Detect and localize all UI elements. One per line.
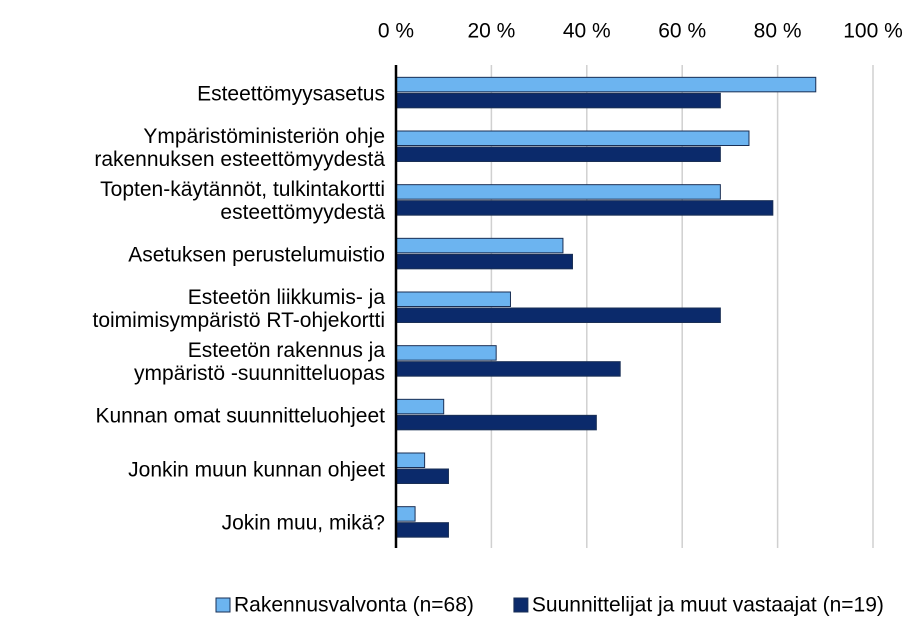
y-tick-label: Asetuksen perustelumuistio xyxy=(128,243,385,267)
y-tick-label: Jonkin muun kunnan ohjeet xyxy=(128,458,385,481)
bar xyxy=(395,345,497,361)
x-tick-label: 0 % xyxy=(378,20,414,43)
bar xyxy=(395,398,445,415)
bar xyxy=(395,307,721,323)
bar xyxy=(395,130,750,146)
y-tick-label: Topten-käytännöt, tulkintakortti esteett… xyxy=(100,178,385,225)
bar xyxy=(395,522,449,538)
x-tick-label: 100 % xyxy=(843,20,903,43)
y-tick-label: Ympäristöministeriön ohje rakennuksen es… xyxy=(94,124,385,171)
legend-label: Rakennusvalvonta (n=68) xyxy=(234,594,474,617)
bar xyxy=(395,468,449,484)
y-tick-label: Esteetön liikkumis- ja toimimisympäristö… xyxy=(92,285,385,332)
legend-label: Suunnittelijat ja muut vastaajat (n=19) xyxy=(532,594,884,617)
y-tick-label: Esteettömyysasetus xyxy=(197,82,385,106)
bar xyxy=(395,146,721,162)
bar xyxy=(395,253,573,270)
bar xyxy=(395,291,511,307)
y-tick-label: Jokin muu, mikä? xyxy=(221,511,385,535)
y-tick-label: Kunnan omat suunnitteluohjeet xyxy=(95,404,385,428)
bar xyxy=(395,92,721,109)
bar xyxy=(395,237,564,254)
bar xyxy=(395,76,817,93)
bar xyxy=(395,200,774,216)
bar xyxy=(395,361,621,377)
bar xyxy=(395,506,416,522)
bar xyxy=(395,452,426,468)
x-tick-label: 40 % xyxy=(563,20,611,43)
x-tick-label: 20 % xyxy=(467,20,515,43)
y-tick-label: Esteetön rakennus ja ympäristö -suunnitt… xyxy=(134,339,385,386)
x-tick-label: 60 % xyxy=(658,20,706,43)
legend-swatch xyxy=(513,597,529,613)
bar xyxy=(395,414,597,431)
legend-swatch xyxy=(215,597,231,613)
x-tick-label: 80 % xyxy=(754,20,802,43)
bar xyxy=(395,184,721,200)
